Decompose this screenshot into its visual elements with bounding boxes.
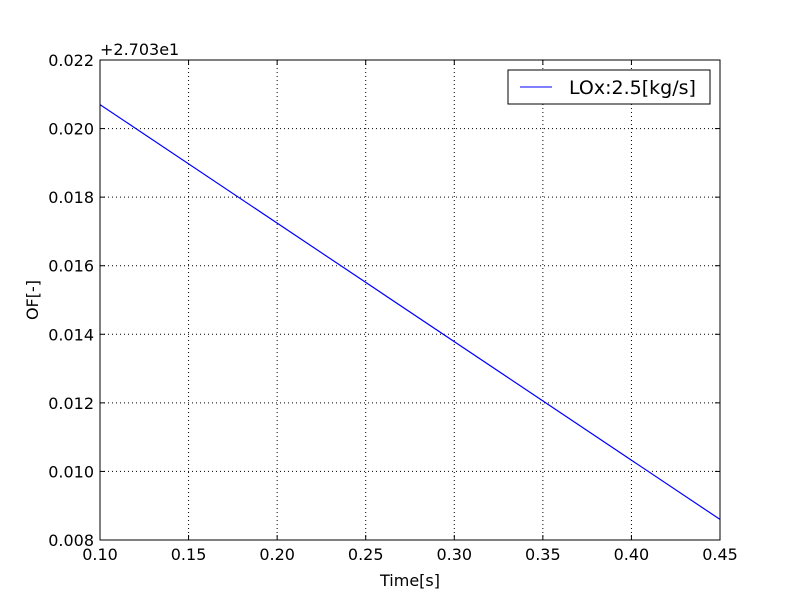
series-lines — [99, 104, 721, 520]
legend: LOx:2.5[kg/s] — [507, 69, 711, 105]
x-tick-label: 0.35 — [525, 545, 561, 564]
x-axis-label: Time[s] — [379, 571, 440, 590]
x-tick-label: 0.40 — [614, 545, 650, 564]
legend-entry-label: LOx:2.5[kg/s] — [569, 77, 696, 99]
x-tick-label: 0.25 — [348, 545, 384, 564]
y-tick-label: 0.020 — [48, 120, 94, 139]
x-tick-label: 0.20 — [259, 545, 295, 564]
x-tick-label: 0.30 — [436, 545, 472, 564]
y-tick-label: 0.014 — [48, 325, 94, 344]
tick-labels: 0.10 0.15 0.20 0.25 0.30 0.35 0.40 0.45 0.008 0.0… — [48, 51, 738, 564]
x-tick-label: 0.10 — [82, 545, 118, 564]
y-axis-offset-label: +2.703e1 — [100, 40, 179, 59]
y-tick-label: 0.018 — [48, 188, 94, 207]
grid-lines — [100, 60, 720, 540]
y-tick-label: 0.012 — [48, 394, 94, 413]
plot-frame — [99, 59, 721, 541]
x-tick-label: 0.15 — [171, 545, 207, 564]
y-tick-label: 0.008 — [48, 531, 94, 550]
y-tick-label: 0.010 — [48, 462, 94, 481]
y-tick-label: 0.016 — [48, 257, 94, 276]
x-tick-label: 0.45 — [702, 545, 738, 564]
y-tick-label: 0.022 — [48, 51, 94, 70]
series-line — [99, 104, 721, 520]
axis-ticks — [99, 59, 721, 541]
y-axis-label: OF[-] — [23, 280, 42, 320]
